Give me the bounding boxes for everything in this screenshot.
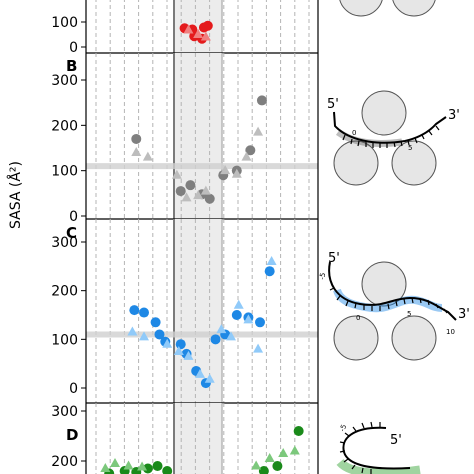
schematic-b-5prime: 5' (327, 97, 339, 112)
panel-c: 0 100 200 300 (51, 219, 319, 404)
data-point-triangle (220, 165, 231, 175)
data-point-triangle (226, 331, 236, 341)
data-point-triangle (131, 147, 142, 157)
data-point-triangle (241, 151, 252, 161)
data-point-triangle (253, 126, 264, 136)
data-point-triangle (139, 331, 149, 341)
data-point-triangle (243, 314, 254, 324)
schematic-c-mark-10: 10 (446, 328, 455, 336)
schematic-c-mark-0: 0 (356, 314, 360, 322)
data-point-triangle (183, 24, 194, 34)
data-point-circle (175, 186, 186, 197)
data-point-triangle (204, 373, 215, 383)
data-point-triangle (289, 445, 300, 455)
y-tick-label: 0 (69, 40, 78, 56)
data-point-triangle (183, 350, 194, 360)
data-point-circle (154, 329, 165, 340)
data-point-triangle (253, 343, 264, 353)
data-point-triangle (200, 185, 211, 195)
schematic-d: 5' -5 (336, 421, 421, 474)
y-tick-label: 0 (69, 381, 78, 397)
schematic-c-5prime: 5' (328, 251, 340, 266)
data-point-triangle (251, 460, 262, 470)
schematic-c-mark-5: 5 (407, 310, 411, 318)
panel-b: 0 100 200 300 (51, 53, 319, 225)
data-point-triangle (264, 453, 275, 462)
data-point-circle (231, 309, 242, 320)
data-point-circle (142, 463, 153, 474)
data-point-circle (150, 317, 161, 328)
y-tick-label: 100 (51, 164, 78, 180)
data-point-circle (264, 266, 275, 277)
data-point-triangle (181, 192, 192, 202)
data-point-circle (272, 461, 283, 471)
data-point-circle (139, 307, 149, 318)
data-point-triangle (100, 463, 111, 472)
data-point-triangle (193, 190, 204, 200)
data-point-circle (202, 20, 213, 31)
schematic-c-3prime: 3' (458, 307, 470, 322)
y-tick-label: 0 (69, 209, 78, 225)
highlight-band (174, 403, 222, 474)
y-tick-label: 300 (51, 404, 78, 420)
data-point-triangle (142, 151, 153, 161)
y-tick-label: 100 (51, 332, 78, 348)
data-point-triangle (127, 326, 138, 336)
data-point-circle (152, 461, 163, 471)
data-point-triangle (195, 368, 206, 378)
y-tick-label: 200 (51, 454, 78, 470)
panel-a: 0 100 (51, 0, 319, 56)
y-tick-label: 100 (51, 15, 78, 31)
y-tick-label: 300 (51, 73, 78, 89)
data-point-triangle (231, 168, 242, 178)
data-point-circle (129, 305, 140, 316)
schematic-d-mark-m5: -5 (338, 423, 348, 432)
data-point-circle (185, 180, 196, 191)
data-point-circle (258, 466, 269, 474)
data-point-circle (245, 145, 256, 156)
y-tick-label: 200 (51, 118, 78, 134)
data-point-triangle (233, 299, 244, 309)
data-point-circle (175, 339, 186, 350)
schematic-b-mark-5: 5 (408, 144, 412, 152)
y-axis-label: SASA (Å²) (7, 161, 24, 229)
y-tick-label: 200 (51, 284, 78, 300)
data-point-triangle (162, 338, 173, 348)
data-point-circle (131, 133, 142, 144)
data-point-triangle (173, 345, 184, 355)
data-point-circle (210, 334, 221, 345)
data-point-triangle (123, 460, 134, 470)
data-point-triangle (200, 31, 211, 41)
schematic-c-mark-m5: -5 (318, 272, 327, 280)
schematic-b-mark-0: 0 (352, 129, 356, 137)
schematic-a (339, 0, 436, 17)
panel-letter-c: C (66, 224, 77, 242)
data-point-triangle (193, 29, 204, 38)
panel-d: 200 300 (51, 403, 319, 474)
data-point-triangle (110, 458, 120, 467)
schematic-b-3prime: 3' (448, 108, 460, 123)
schematic-c: 5' 3' -5 0 5 10 (318, 251, 470, 361)
panel-letter-d: D (66, 426, 78, 444)
plot-panels: 0 100 0 100 200 300 0 100 200 300 200 300 (51, 0, 319, 474)
data-point-triangle (278, 448, 289, 457)
data-point-triangle (216, 324, 227, 334)
schematic-d-5prime: 5' (390, 433, 402, 448)
data-point-circle (256, 95, 267, 106)
data-point-circle (255, 317, 265, 328)
data-point-triangle (137, 461, 148, 471)
data-point-triangle (171, 169, 182, 179)
data-point-circle (293, 426, 304, 436)
data-point-circle (162, 466, 173, 474)
panel-letter-b: B (66, 57, 77, 75)
data-point-triangle (266, 255, 277, 265)
data-point-circle (204, 193, 215, 204)
schematic-b: 5' 3' 0 5 (327, 90, 460, 186)
y-tick-label: 300 (51, 235, 78, 251)
